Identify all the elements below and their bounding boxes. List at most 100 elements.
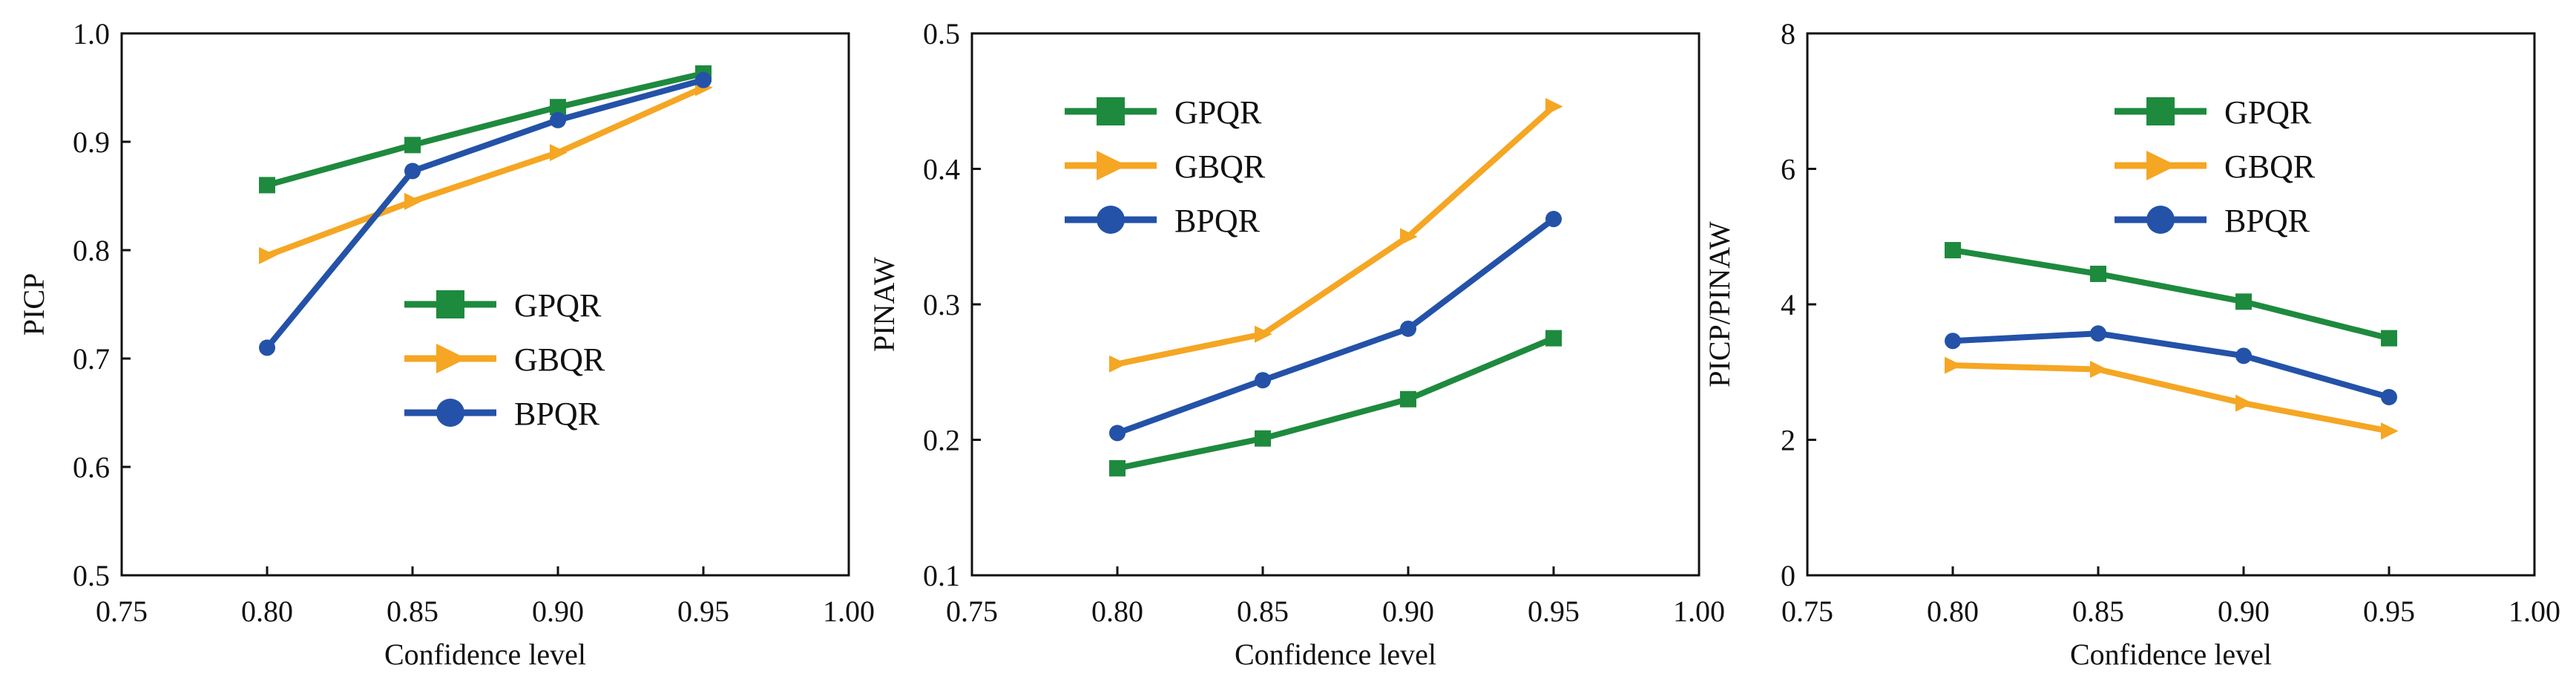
plot-frame <box>120 32 850 577</box>
legend-marker-gpqr <box>2146 97 2175 125</box>
legend-label-gbqr: GBQR <box>2224 148 2316 185</box>
x-axis-label: Confidence level <box>384 638 586 671</box>
x-axis-label: Confidence level <box>1235 638 1436 671</box>
chart-panel-2: 0.75 0.80 0.85 0.90 0.95 1.00 0.1 0.2 0.3 0.4 0.5 C… <box>867 17 1725 671</box>
chart-panel-3: 0.75 0.80 0.85 0.90 0.95 1.00 0 2 4 6 8 Confidence … <box>1703 17 2560 671</box>
data-point-gbqr <box>259 246 277 264</box>
data-point-gbqr <box>1255 325 1272 343</box>
series-gpqr: GPQR <box>1065 94 1562 477</box>
series-bpqr: BPQR <box>259 71 712 432</box>
legend-label-gbqr: GBQR <box>514 341 605 378</box>
x-tick-label: 0.90 <box>2218 595 2270 628</box>
y-tick-label: 2 <box>1781 424 1795 457</box>
data-point-gbqr <box>2235 394 2253 412</box>
series-line-gpqr <box>266 71 704 189</box>
data-point-gbqr <box>550 144 568 162</box>
data-point-bpqr <box>404 163 421 180</box>
x-tick-label: 0.80 <box>1091 595 1143 628</box>
y-tick-label: 0.1 <box>923 559 960 592</box>
y-axis-label: PICP/PINAW <box>1703 221 1736 387</box>
data-point-gpqr <box>2090 265 2106 282</box>
data-point-gbqr <box>404 192 422 210</box>
x-axis-label: Confidence level <box>2070 638 2272 671</box>
x-tick-label: 1.00 <box>2508 595 2560 628</box>
x-tick-label: 0.85 <box>1237 595 1289 628</box>
data-point-bpqr <box>1545 211 1562 228</box>
legend-marker-bpqr <box>436 399 464 427</box>
data-point-bpqr <box>2381 389 2397 406</box>
series-gbqr: GBQR <box>1945 148 2399 440</box>
data-point-gpqr <box>1945 242 1961 258</box>
y-tick-label: 0.7 <box>73 342 110 376</box>
series-line-bpqr <box>1116 216 1556 436</box>
data-point-gbqr <box>2090 361 2108 379</box>
series-line-gbqr <box>1952 362 2390 434</box>
data-point-gpqr <box>550 99 566 116</box>
legend-label-bpqr: BPQR <box>2224 203 2310 239</box>
x-tick-label: 1.00 <box>1673 595 1725 628</box>
data-point-gbqr <box>1400 228 1418 246</box>
legend-label-bpqr: BPQR <box>1174 203 1261 239</box>
y-tick-label: 8 <box>1781 17 1795 50</box>
x-tick-label: 0.95 <box>1528 595 1580 628</box>
series-line-gbqr <box>266 85 705 259</box>
legend-marker-gbqr <box>1097 151 1127 180</box>
x-tick-label: 0.90 <box>1382 595 1434 628</box>
data-point-gbqr <box>1945 356 1962 374</box>
x-tick-label: 0.95 <box>677 595 729 628</box>
data-point-bpqr <box>2090 325 2106 342</box>
legend-marker-gpqr <box>436 290 464 318</box>
y-axis-label: PICP <box>17 273 50 336</box>
y-tick-label: 0.5 <box>923 17 960 50</box>
data-point-bpqr <box>259 339 275 356</box>
y-tick-label: 0.6 <box>73 451 110 484</box>
data-point-gpqr <box>1545 330 1562 347</box>
legend-marker-bpqr <box>2146 206 2175 234</box>
y-tick-label: 0.2 <box>923 424 960 457</box>
y-tick-label: 0.4 <box>923 153 960 186</box>
series-gbqr: GBQR <box>1065 98 1563 373</box>
legend-label-gpqr: GPQR <box>2224 94 2312 131</box>
data-point-gpqr <box>259 177 275 194</box>
series-bpqr: BPQR <box>1945 203 2397 406</box>
data-point-gpqr <box>1400 390 1416 408</box>
data-point-gbqr <box>1545 98 1563 116</box>
y-tick-label: 4 <box>1781 288 1795 321</box>
y-tick-label: 1.0 <box>73 17 110 50</box>
y-tick-label: 0.3 <box>923 288 960 321</box>
chart-panel-1: 0.75 0.80 0.85 0.90 0.95 1.00 0.5 0.6 0.7 0.8 0.9 1… <box>17 17 875 671</box>
series-gpqr: GPQR <box>1945 94 2397 347</box>
data-point-bpqr <box>695 71 712 88</box>
x-tick-label: 1.00 <box>823 595 875 628</box>
legend-marker-bpqr <box>1097 206 1125 234</box>
data-point-bpqr <box>2235 347 2252 364</box>
y-tick-label: 0 <box>1781 559 1795 592</box>
data-point-gpqr <box>2381 330 2397 347</box>
legend-label-gpqr: GPQR <box>514 287 602 324</box>
series-line-bpqr <box>264 76 705 350</box>
x-tick-label: 0.80 <box>241 595 293 628</box>
data-point-bpqr <box>1255 372 1271 389</box>
legend-marker-gbqr <box>2146 151 2177 180</box>
series-line-bpqr <box>1952 330 2391 400</box>
data-point-bpqr <box>1400 320 1416 337</box>
x-tick-label: 0.80 <box>1927 595 1979 628</box>
x-tick-label: 0.85 <box>387 595 438 628</box>
series-line-gbqr <box>1117 104 1556 367</box>
series-gpqr: GPQR <box>259 65 712 324</box>
data-point-gpqr <box>404 137 421 154</box>
x-tick-label: 0.85 <box>2072 595 2124 628</box>
legend-label-gbqr: GBQR <box>1174 148 1266 185</box>
data-point-gbqr <box>2381 422 2399 440</box>
legend-label-bpqr: BPQR <box>514 396 600 432</box>
data-point-bpqr <box>550 111 566 128</box>
data-point-gpqr <box>1255 430 1271 447</box>
data-point-bpqr <box>1945 333 1961 350</box>
x-tick-label: 0.75 <box>96 595 148 628</box>
y-tick-label: 0.9 <box>73 125 110 159</box>
data-point-gpqr <box>2235 293 2252 310</box>
legend-marker-gpqr <box>1097 97 1125 125</box>
legend-label-gpqr: GPQR <box>1174 94 1262 131</box>
y-tick-label: 0.8 <box>73 234 110 267</box>
